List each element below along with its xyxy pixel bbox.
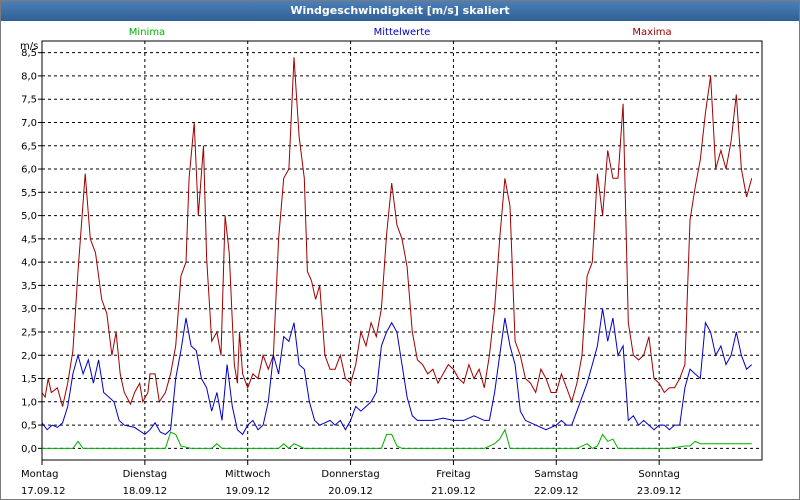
y-tick-label: 2,5 bbox=[21, 327, 37, 338]
x-tick-label-day: Dienstag bbox=[123, 469, 168, 480]
y-tick-label: 4,5 bbox=[21, 234, 37, 245]
grid-layer bbox=[38, 40, 763, 465]
legend-mittelwerte: Mittelwerte bbox=[374, 27, 431, 38]
y-tick-label: 5,5 bbox=[21, 188, 37, 199]
y-tick-label: 8,0 bbox=[21, 71, 37, 82]
x-tick-label-day: Montag bbox=[21, 469, 58, 480]
y-tick-label: 7,0 bbox=[21, 118, 37, 129]
y-axis-unit: m/s bbox=[20, 41, 38, 52]
axis-labels-layer: 0,0 0,5 1,0 1,5 2,0 2,5 3,0 3,5 4,0 4,5 5,0 5,5 6,0 6… bbox=[21, 48, 681, 497]
y-tick-label: 1,0 bbox=[21, 397, 37, 408]
x-tick-label-date: 19.09.12 bbox=[225, 486, 270, 497]
y-tick-label: 7,5 bbox=[21, 95, 37, 106]
x-tick-label-day: Freitag bbox=[436, 469, 470, 480]
y-tick-label: 8,5 bbox=[21, 48, 37, 59]
x-tick-label-day: Donnerstag bbox=[321, 469, 379, 480]
legend-minima: Minima bbox=[129, 27, 165, 38]
x-tick-label-date: 17.09.12 bbox=[21, 486, 66, 497]
window-title: Windgeschwindigkeit [m/s] skaliert bbox=[1, 1, 799, 21]
x-tick-label-day: Samstag bbox=[534, 469, 578, 480]
x-tick-label-day: Mittwoch bbox=[225, 469, 270, 480]
y-tick-label: 1,5 bbox=[21, 374, 37, 385]
y-tick-label: 6,0 bbox=[21, 165, 37, 176]
x-tick-label-date: 20.09.12 bbox=[328, 486, 373, 497]
y-tick-label: 4,0 bbox=[21, 258, 37, 269]
y-tick-label: 3,5 bbox=[21, 281, 37, 292]
series-layer bbox=[41, 57, 753, 450]
x-tick-label-date: 18.09.12 bbox=[123, 486, 168, 497]
legend-maxima: Maxima bbox=[632, 27, 671, 38]
y-tick-label: 5,0 bbox=[21, 211, 37, 222]
x-tick-label-day: Sonntag bbox=[638, 469, 680, 480]
y-tick-label: 0,5 bbox=[21, 421, 37, 432]
y-tick-label: 3,0 bbox=[21, 304, 37, 315]
y-tick-label: 0,0 bbox=[21, 444, 37, 455]
y-tick-label: 2,0 bbox=[21, 351, 37, 362]
series-line-mittelwerte bbox=[41, 308, 753, 436]
x-tick-label-date: 23.09.12 bbox=[637, 486, 682, 497]
series-line-minima bbox=[42, 428, 752, 450]
plot-area-border bbox=[41, 40, 763, 461]
series-line-maxima bbox=[41, 57, 753, 407]
y-tick-label: 6,5 bbox=[21, 141, 37, 152]
x-tick-label-date: 21.09.12 bbox=[431, 486, 476, 497]
x-tick-label-date: 22.09.12 bbox=[534, 486, 579, 497]
